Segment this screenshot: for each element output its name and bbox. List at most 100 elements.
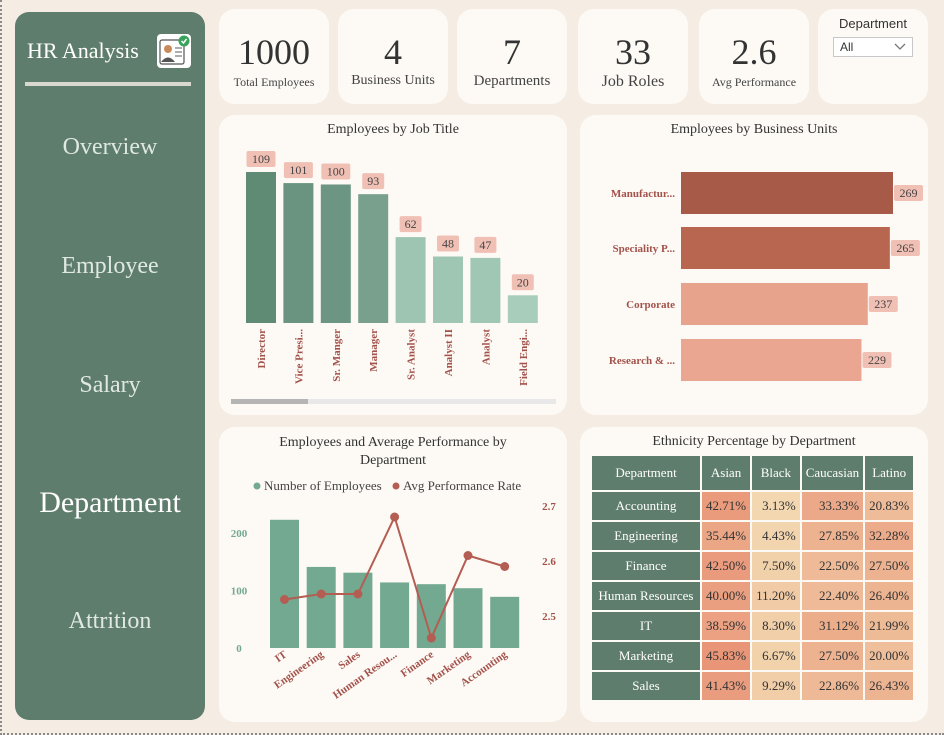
data-label-bg — [894, 185, 923, 201]
scrollbar-thumb[interactable] — [231, 399, 308, 404]
chart-title: Employees and Average Performance by Dep… — [279, 435, 507, 468]
table-row: Engineering 35.44% 4.43% 27.85% 32.28% — [592, 522, 914, 550]
legend-label: Number of Employees — [264, 478, 382, 493]
kpi-value: 1000 — [238, 32, 310, 72]
nav-attrition[interactable]: Attrition — [68, 608, 152, 634]
data-label: 229 — [868, 353, 886, 367]
kpi-departments: 7 Departments — [457, 9, 567, 104]
table-row: IT 38.59% 8.30% 31.12% 21.99% — [592, 612, 914, 640]
y-tick-label: 200 — [231, 528, 248, 540]
nav-employee[interactable]: Employee — [61, 253, 159, 279]
percent-cell: 4.43% — [752, 522, 800, 550]
bar — [681, 172, 893, 214]
line-point — [316, 589, 326, 599]
percent-cell: 20.83% — [865, 492, 914, 520]
percent-cell: 42.50% — [702, 552, 751, 580]
percent-cell: 7.50% — [752, 552, 800, 580]
data-label-bg — [283, 162, 313, 179]
data-label-bg — [862, 352, 892, 368]
kpi-job-roles: 33 Job Roles — [578, 9, 688, 104]
department-dropdown[interactable]: All — [833, 37, 913, 57]
title-divider — [25, 82, 191, 86]
kpi-value: 7 — [503, 32, 521, 72]
kpi-label: Departments — [473, 73, 551, 89]
tick-label: Speciality P... — [612, 243, 675, 255]
percent-cell: 33.33% — [801, 492, 864, 520]
data-label-bg — [868, 296, 898, 312]
column-header[interactable]: Latino — [865, 456, 914, 490]
tick-label: Sr. Analyst — [406, 329, 418, 380]
data-label-bg — [511, 274, 534, 291]
chart-title: Employees by Business Units — [670, 122, 838, 137]
y2-tick-label: 2.6 — [542, 556, 556, 568]
line-point — [390, 512, 400, 522]
table-row: Marketing 45.83% 6.67% 27.50% 20.00% — [592, 642, 914, 670]
kpi-value: 4 — [384, 32, 402, 72]
tick-label: Sr. Manger — [331, 329, 343, 382]
tick-label: Director — [256, 329, 268, 369]
ethnicity-table: Department Asian Black Caucasian Latino Accou… — [590, 454, 915, 702]
bar — [246, 172, 276, 323]
tick-label: Analyst II — [443, 329, 455, 376]
kpi-value: 2.6 — [731, 32, 777, 72]
table-row: Finance 42.50% 7.50% 22.50% 27.50% — [592, 552, 914, 580]
tick-label: Analyst — [480, 329, 492, 365]
sidebar: HR Analysis Overview Employee Salary Dep… — [15, 12, 205, 720]
bar — [343, 572, 373, 648]
department-cell: Engineering — [592, 522, 700, 550]
percent-cell: 41.43% — [702, 672, 751, 700]
kpi-label: Avg Performance — [711, 75, 797, 89]
department-cell: Sales — [592, 672, 700, 700]
column-header[interactable]: Asian — [702, 456, 751, 490]
column-header[interactable]: Department — [592, 456, 700, 490]
percent-cell: 26.43% — [865, 672, 914, 700]
bar — [395, 237, 426, 323]
kpi-total-employees: 1000 Total Employees — [219, 9, 329, 104]
table-header-row: Department Asian Black Caucasian Latino — [592, 456, 914, 490]
bar — [380, 582, 410, 648]
data-label: 62 — [405, 217, 417, 231]
job-title-chart-card: Employees by Job Title 109 Director 101 Vic… — [219, 115, 567, 415]
nav-department[interactable]: Department — [39, 486, 181, 519]
dept-combo-chart: Number of Employees Avg Performance Rate 0… — [231, 478, 557, 702]
percent-cell: 6.67% — [752, 642, 800, 670]
line-point — [280, 595, 289, 604]
percent-cell: 42.71% — [702, 492, 751, 520]
line-point — [426, 633, 436, 643]
percent-cell: 27.50% — [801, 642, 864, 670]
nav-salary[interactable]: Salary — [79, 372, 141, 398]
percent-cell: 26.40% — [865, 582, 914, 610]
kpi-label: Business Units — [351, 73, 435, 88]
column-header[interactable]: Caucasian — [801, 456, 864, 490]
kpi-avg-performance: 2.6 Avg Performance — [699, 9, 809, 104]
department-cell: IT — [592, 612, 700, 640]
column-header[interactable]: Black — [752, 456, 800, 490]
bar — [507, 295, 538, 323]
horizontal-scrollbar[interactable] — [231, 399, 556, 404]
tick-label: Manager — [368, 329, 380, 372]
data-label: 101 — [289, 163, 307, 177]
tick-label: Field Engi... — [518, 329, 530, 386]
bar — [470, 257, 501, 323]
bar — [681, 227, 890, 269]
legend-marker-performance — [392, 482, 400, 490]
bar — [490, 596, 520, 648]
bar — [433, 256, 463, 323]
percent-cell: 8.30% — [752, 612, 800, 640]
data-label-bg — [437, 235, 459, 252]
y2-tick-label: 2.5 — [542, 611, 556, 623]
app-title: HR Analysis — [27, 38, 139, 63]
data-label-bg — [474, 236, 497, 253]
percent-cell: 21.99% — [865, 612, 914, 640]
kpi-value: 33 — [615, 32, 651, 72]
line-point — [353, 589, 363, 599]
percent-cell: 11.20% — [752, 582, 800, 610]
kpi-label: Total Employees — [233, 75, 315, 89]
percent-cell: 35.44% — [702, 522, 751, 550]
bar — [283, 183, 314, 323]
table-row: Human Resources 40.00% 11.20% 22.40% 26.40% — [592, 582, 914, 610]
department-cell: Accounting — [592, 492, 700, 520]
data-label: 48 — [442, 237, 454, 251]
data-label: 265 — [896, 241, 914, 255]
nav-overview[interactable]: Overview — [62, 134, 158, 160]
